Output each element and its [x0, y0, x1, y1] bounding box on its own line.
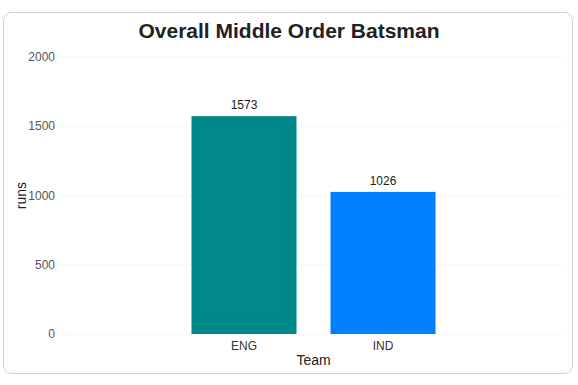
grid-line	[62, 126, 565, 127]
y-tick-label: 1000	[28, 189, 55, 203]
x-tick-label: ENG	[231, 339, 257, 353]
card-frame	[4, 13, 573, 374]
y-tick-label: 500	[35, 258, 55, 272]
x-axis-title: Team	[296, 352, 330, 368]
y-tick-label: 2000	[28, 50, 55, 64]
x-tick-label: IND	[373, 339, 394, 353]
grid-line	[62, 57, 565, 58]
grid-line	[62, 195, 565, 196]
grid-line	[62, 264, 565, 265]
data-label: 1573	[231, 98, 258, 112]
y-tick-label: 1500	[28, 119, 55, 133]
data-label: 1026	[370, 174, 397, 188]
y-tick-label: 0	[48, 327, 55, 341]
y-axis-title: runs	[13, 182, 29, 209]
bars-group	[192, 116, 436, 334]
chart-title: Overall Middle Order Batsman	[138, 19, 439, 42]
bar	[192, 116, 297, 334]
bar	[331, 192, 436, 334]
chart-svg: Overall Middle Order Batsman 0 500 1000 1500…	[0, 0, 578, 385]
chart-container: Overall Middle Order Batsman 0 500 1000 1500…	[0, 0, 578, 385]
grid-line	[62, 334, 565, 335]
